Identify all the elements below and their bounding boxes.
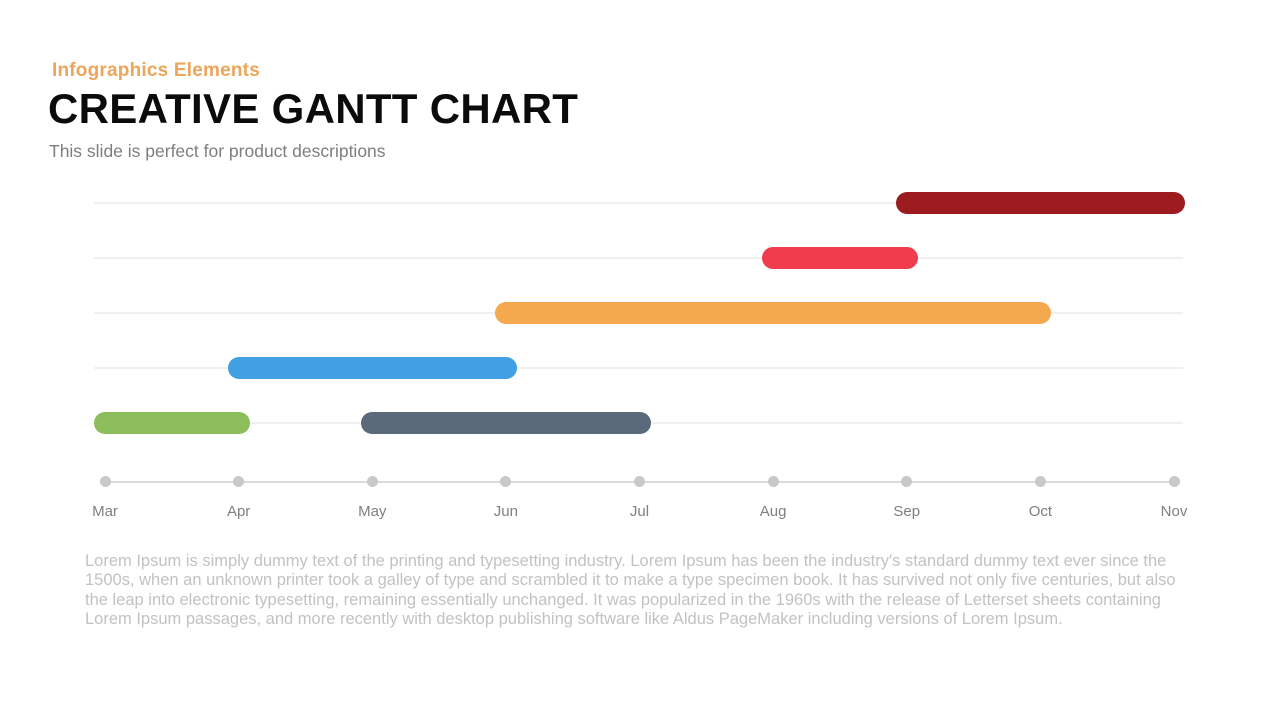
month-label: Sep (893, 503, 921, 520)
axis-dot (767, 476, 779, 487)
axis-dot (1168, 476, 1180, 487)
gantt-bar (762, 247, 918, 269)
month-label: May (358, 503, 387, 520)
axis-dot (99, 476, 111, 487)
month-label: Aug (759, 503, 787, 520)
gantt-bar (494, 302, 1052, 324)
gantt-bar (895, 192, 1185, 214)
month-label: Nov (1160, 503, 1188, 520)
gantt-plot (94, 190, 1185, 435)
gantt-bar (361, 412, 651, 434)
page-title: CREATIVE GANTT CHART (48, 85, 579, 132)
month-label: Oct (1028, 503, 1053, 520)
gridline (94, 202, 1183, 204)
axis-dot (500, 476, 512, 487)
axis-dot (634, 476, 645, 487)
timeline-axis: Mar Apr May Jun Jul Aug Sep Oct Nov (92, 470, 1187, 525)
description-paragraph: Lorem Ipsum is simply dummy text of the … (85, 552, 1176, 628)
gridline (94, 257, 1183, 259)
month-label: Mar (92, 503, 118, 520)
axis-dot (233, 476, 245, 487)
month-label: Jul (629, 503, 650, 520)
axis-dot (1034, 476, 1046, 487)
axis-dot (366, 476, 378, 487)
month-label: Jun (493, 503, 518, 520)
axis-dot (901, 476, 913, 487)
gantt-bar (94, 412, 250, 434)
eyebrow-label: Infographics Elements (52, 60, 260, 81)
month-label: Apr (226, 503, 251, 520)
page-subtitle: This slide is perfect for product descri… (49, 141, 386, 161)
gantt-bar (227, 357, 517, 379)
gridline (94, 367, 1183, 369)
